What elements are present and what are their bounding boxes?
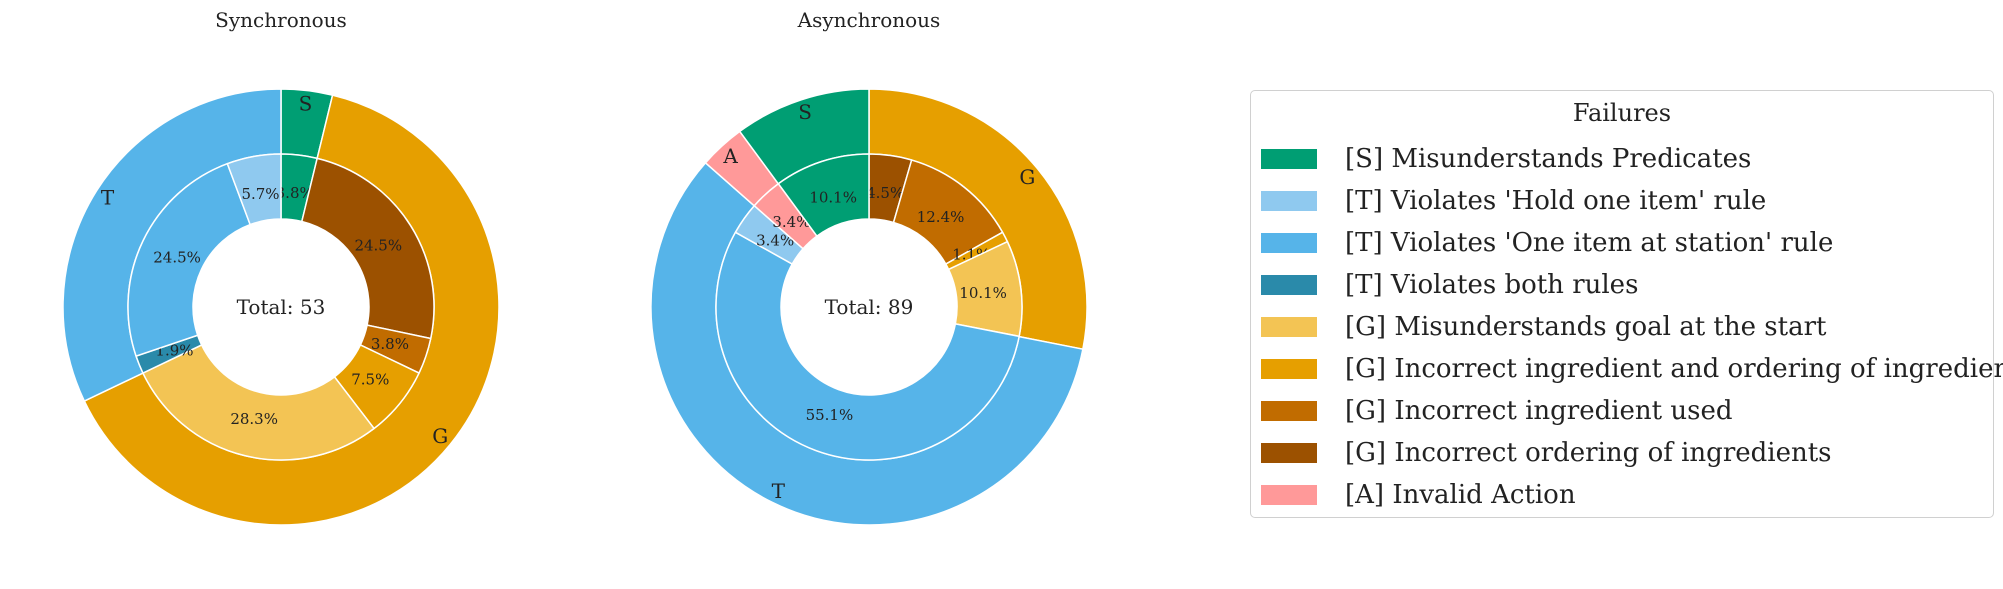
legend-item-label: [G] Incorrect ingredient and ordering of… [1345,354,2003,384]
legend-swatch [1261,149,1317,169]
legend-item-label: [T] Violates 'One item at station' rule [1345,228,1834,258]
outer-label-2: A [722,144,738,168]
outer-label-0: S [299,91,313,115]
inner-label-4: 28.3% [230,410,278,428]
legend-item: [G] Misunderstands goal at the start [1261,307,1826,347]
legend-item-label: [T] Violates 'Hold one item' rule [1345,186,1767,216]
legend-item: [T] Violates both rules [1261,265,1638,305]
inner-label-5: 3.4% [756,231,794,249]
legend-item: [G] Incorrect ingredient used [1261,391,1733,431]
legend: Failures [S] Misunderstands Predicates [T… [1250,90,2003,518]
legend-item-label: [A] Invalid Action [1345,480,1576,510]
inner-label-1: 12.4% [917,208,965,226]
inner-wedge-4 [715,231,1021,461]
legend-item-label: [T] Violates both rules [1345,270,1639,300]
legend-swatch [1261,359,1317,379]
inner-label-3: 7.5% [351,370,389,388]
legend-item-label: [G] Incorrect ingredient used [1345,396,1733,426]
outer-label-3: S [798,100,812,124]
outer-label-1: T [772,479,786,503]
legend-item: [T] Violates 'One item at station' rule [1261,223,1833,263]
outer-label-1: G [432,424,448,448]
legend-item-label: [G] Incorrect ordering of ingredients [1345,438,1832,468]
inner-wedge-7 [777,153,870,238]
legend-item-label: [S] Misunderstands Predicates [1345,144,1752,174]
legend-swatch [1261,485,1317,505]
inner-wedge-4 [141,343,376,461]
inner-label-3: 10.1% [959,284,1007,302]
center-total-label: Total: 89 [825,295,914,319]
inner-label-7: 10.1% [809,189,857,207]
legend-item: [G] Incorrect ordering of ingredients [1261,433,1832,473]
inner-wedge-7 [226,153,282,226]
inner-wedge-6 [127,162,252,358]
inner-label-7: 5.7% [241,185,279,203]
chart-title-synchronous: Synchronous [215,8,347,32]
inner-label-4: 55.1% [806,406,854,424]
legend-swatch [1261,191,1317,211]
outer-label-0: G [1019,165,1035,189]
center-total-label: Total: 53 [237,295,326,319]
legend-item: [G] Incorrect ingredient and ordering of… [1261,349,2003,389]
donut-chart-asynchronous: GTAS4.5%12.4%1.1%10.1%55.1%3.4%3.4%10.1%… [650,88,1088,526]
legend-item: [T] Violates 'Hold one item' rule [1261,181,1766,221]
legend-swatch [1261,443,1317,463]
legend-item: [A] Invalid Action [1261,475,1576,515]
legend-item-label: [G] Misunderstands goal at the start [1345,312,1827,342]
chart-title-asynchronous: Asynchronous [797,8,941,32]
inner-label-6: 3.4% [772,213,810,231]
legend-title: Failures [1572,99,1672,127]
outer-label-2: T [101,186,115,210]
legend-item: [S] Misunderstands Predicates [1261,139,1751,179]
legend-swatch [1261,233,1317,253]
inner-label-6: 24.5% [153,249,201,267]
legend-swatch [1261,275,1317,295]
inner-label-2: 3.8% [371,335,409,353]
donut-chart-synchronous: SGT 3.8%24.5%3.8%7.5%28.3%1.9%24.5%5.7%To… [62,88,500,526]
legend-swatch [1261,317,1317,337]
inner-label-1: 24.5% [354,237,402,255]
inner-label-0: 3.8% [276,184,314,202]
inner-wedge-1 [300,157,435,340]
inner-label-0: 4.5% [866,184,904,202]
legend-swatch [1261,401,1317,421]
